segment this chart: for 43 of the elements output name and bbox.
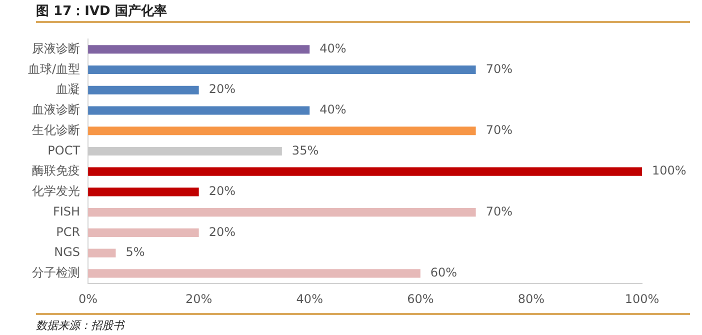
y-tick-label: PCR <box>56 224 80 239</box>
data-label: 70% <box>486 204 512 218</box>
y-tick-label: 尿液诊断 <box>32 42 80 56</box>
x-tick-label: 20% <box>186 292 212 306</box>
x-tick-label: 40% <box>296 292 323 306</box>
data-label: 35% <box>292 143 319 158</box>
data-label: 40% <box>320 102 346 117</box>
source-note: 数据来源：招股书 <box>36 318 124 333</box>
y-tick-label: FISH <box>52 204 80 218</box>
y-tick-label: 生化诊断 <box>32 122 80 137</box>
bar <box>88 248 116 258</box>
y-tick-label: 酶联免疫 <box>32 164 80 178</box>
bar <box>88 126 476 136</box>
bar <box>88 269 420 278</box>
data-label: 20% <box>208 184 236 198</box>
bar <box>88 167 642 176</box>
data-label: 5% <box>126 245 145 260</box>
chart-title: 图 17：IVD 国产化率 <box>36 2 167 20</box>
data-label: 100% <box>652 164 686 178</box>
bar <box>88 188 199 196</box>
y-tick-label: 血液诊断 <box>32 102 80 117</box>
data-label: 20% <box>208 82 236 96</box>
bar <box>88 86 199 94</box>
data-label: 20% <box>208 224 236 239</box>
bar <box>88 106 310 115</box>
bar <box>88 208 476 217</box>
bar <box>88 228 199 237</box>
data-label: 70% <box>486 122 512 137</box>
y-tick-label: POCT <box>48 143 81 158</box>
bar <box>88 45 310 54</box>
y-tick-label: 化学发光 <box>32 184 80 198</box>
bar <box>88 65 476 74</box>
x-tick-label: 60% <box>407 292 434 306</box>
x-tick-label: 100% <box>624 292 660 306</box>
y-tick-label: 血凝 <box>56 82 80 96</box>
y-tick-label: 血球/血型 <box>28 62 80 76</box>
x-tick-label: 0% <box>78 292 98 306</box>
x-tick-label: 80% <box>518 292 545 306</box>
data-label: 70% <box>486 62 512 76</box>
y-tick-label: 分子检测 <box>32 266 80 280</box>
y-tick-label: NGS <box>54 245 80 260</box>
data-label: 40% <box>320 42 346 56</box>
data-label: 60% <box>430 266 458 280</box>
